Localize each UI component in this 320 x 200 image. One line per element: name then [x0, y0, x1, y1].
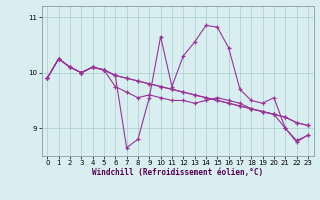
X-axis label: Windchill (Refroidissement éolien,°C): Windchill (Refroidissement éolien,°C) — [92, 168, 263, 177]
